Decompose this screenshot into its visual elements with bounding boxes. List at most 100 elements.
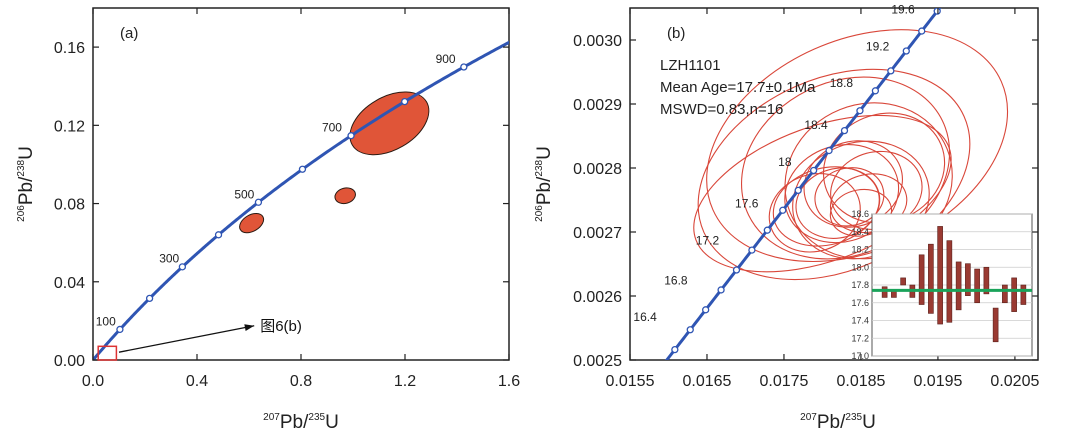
- panel-a-ylabel-sup2: 238: [16, 159, 27, 176]
- panel-b-concordia-marker: [918, 27, 926, 35]
- panel-b-age-label: 18.4: [804, 118, 828, 132]
- panel-b-error-ellipse: [829, 188, 893, 237]
- panel-a-ytick-label: 0.12: [54, 118, 85, 135]
- panel-a-ticks: 0.0 0.4 0.8 1.2 1.6 0.00 0.04 0.08 0.12 0.16: [54, 8, 520, 390]
- inset-age-bar: [974, 268, 980, 304]
- panel-b: 0.0155 0.0165 0.0175 0.0185 0.0195 0.0205 0.00…: [534, 3, 1039, 433]
- panel-b-xtick-label: 0.0155: [606, 373, 655, 390]
- inset-age-bar: [946, 240, 953, 323]
- panel-b-xtick-label: 0.0185: [836, 373, 885, 390]
- panel-a-ylabel-pre: 206: [16, 205, 27, 222]
- mean-age: Mean Age=17.7±0.1Ma: [660, 79, 816, 96]
- panel-b-age-label: 17.2: [696, 234, 720, 248]
- panel-a-xtick-label: 0.0: [82, 373, 104, 390]
- panel-b-xlabel: 207Pb/235U: [800, 412, 876, 433]
- panel-a-error-ellipse: [334, 187, 356, 205]
- panel-a-ylabel-main2: U: [16, 146, 37, 160]
- panel-b-xtick-label: 0.0195: [913, 373, 962, 390]
- panel-b-age-label: 17.6: [735, 197, 759, 211]
- panel-b-ylabel-main1: Pb/: [534, 176, 555, 205]
- panel-a-ylabel: 206Pb/238U: [16, 146, 37, 222]
- panel-a-concordia-marker: [116, 325, 124, 334]
- panel-b-age-label: 19.2: [866, 40, 890, 54]
- panel-b-concordia-marker: [840, 126, 849, 135]
- panel-a-age-label: 900: [436, 52, 456, 66]
- panel-a-ytick-label: 0.16: [54, 40, 85, 57]
- annotation-arrowhead: [244, 324, 255, 331]
- panel-b-ellipses: [693, 29, 1009, 281]
- panel-a-xlabel-pre: 207: [263, 412, 280, 423]
- panel-b-xlabel-main2: U: [862, 412, 876, 433]
- inset-ytick-label: 17.0: [851, 351, 869, 361]
- panel-b-concordia-marker: [656, 367, 662, 373]
- panel-b-label: (b): [667, 25, 685, 42]
- panel-a-concordia-marker: [460, 63, 468, 71]
- panel-b-xtick-label: 0.0175: [759, 373, 808, 390]
- panel-b-concordia-marker: [763, 226, 771, 234]
- panel-b-concordia-marker: [887, 67, 895, 75]
- age-inset: 17.0 17.2 17.4 17.6 17.8 18.0 18.2 18.4 18.6: [851, 209, 1033, 361]
- panel-a-concordia-marker: [401, 97, 409, 106]
- inset-age-bar: [937, 226, 943, 325]
- panel-b-concordia-marker: [748, 246, 756, 254]
- panel-a-concordia: [93, 40, 509, 360]
- panel-a-ytick-label: 0.00: [54, 353, 85, 370]
- panel-b-ytick-label: 0.0025: [573, 353, 622, 370]
- panel-b-ytick-label: 0.0028: [573, 161, 622, 178]
- panel-a-concordia-marker: [145, 294, 154, 303]
- annotation-label: 图6(b): [260, 318, 302, 335]
- inset-age-bar: [928, 243, 934, 314]
- panel-a-age-label: 700: [322, 121, 342, 135]
- panel-a-xlabel: 207Pb/235U: [263, 412, 339, 433]
- panel-a-ytick-label: 0.08: [54, 197, 85, 214]
- panel-a-ytick-label: 0.04: [54, 275, 85, 292]
- panel-b-ytick-label: 0.0027: [573, 225, 622, 242]
- panel-b-ylabel: 206Pb/238U: [534, 146, 555, 222]
- inset-ytick-label: 18.2: [851, 245, 869, 255]
- inset-age-bar: [881, 286, 888, 298]
- panel-b-concordia-marker: [933, 8, 941, 15]
- panel-b-concordia-marker: [902, 47, 910, 55]
- panel-b-age-labels: 16.4 16.8 17.2 17.6 18 18.4 18.8 19.2 19.6: [633, 3, 915, 324]
- panel-b-ticks: 0.0155 0.0165 0.0175 0.0185 0.0195 0.0205 0.00…: [573, 8, 1039, 390]
- panel-b-xlabel-main1: Pb/: [817, 412, 846, 433]
- panel-a-concordia-marker: [214, 231, 223, 239]
- panel-a-age-label: 100: [96, 314, 116, 328]
- inset-age-bar: [992, 307, 999, 343]
- panel-b-error-ellipse: [814, 167, 885, 227]
- panel-b-concordia-marker: [702, 306, 710, 314]
- panel-b-xtick-label: 0.0205: [990, 373, 1039, 390]
- panel-b-ylabel-sup2: 238: [534, 159, 545, 176]
- inset-age-bar: [1002, 284, 1008, 304]
- panel-b-ytick-label: 0.0029: [573, 97, 622, 114]
- panel-a-age-labels: 100 300 500 700 900: [96, 52, 456, 329]
- panel-a-concordia-marker: [298, 165, 307, 173]
- zoom-box: [97, 345, 118, 361]
- panel-a-concordia-marker: [254, 198, 263, 206]
- panel-a-error-ellipse: [349, 91, 430, 156]
- panel-a-xlabel-main2: U: [325, 412, 339, 433]
- panel-b-concordia: [656, 8, 942, 373]
- inset-age-bar: [1011, 277, 1017, 312]
- panel-a-concordia-marker: [347, 132, 355, 140]
- panel-b-frame: [629, 7, 1039, 361]
- panel-b-concordia-marker: [809, 166, 818, 175]
- panel-a-xlabel-main1: Pb/: [280, 412, 309, 433]
- inset-ytick-label: 17.6: [851, 298, 869, 308]
- panel-b-ytick-label: 0.0030: [573, 33, 622, 50]
- panel-a-xtick-label: 1.6: [498, 373, 520, 390]
- panel-a-ylabel-main1: Pb/: [16, 176, 37, 205]
- panel-b-age-label: 16.8: [664, 273, 688, 287]
- panel-b-ylabel-main2: U: [534, 146, 555, 160]
- panel-a-label: (a): [120, 25, 138, 42]
- panel-a-age-label: 500: [234, 187, 254, 201]
- panel-b-concordia-marker: [671, 345, 679, 354]
- panel-b-age-label: 16.4: [633, 310, 657, 324]
- panel-a-error-ellipse: [239, 212, 265, 234]
- inset-age-bar: [918, 254, 925, 305]
- panel-b-concordia-marker: [825, 146, 833, 155]
- panel-b-concordia-marker: [686, 326, 694, 334]
- panel-a-xlabel-sup2: 235: [308, 412, 325, 423]
- inset-age-bar: [983, 266, 990, 295]
